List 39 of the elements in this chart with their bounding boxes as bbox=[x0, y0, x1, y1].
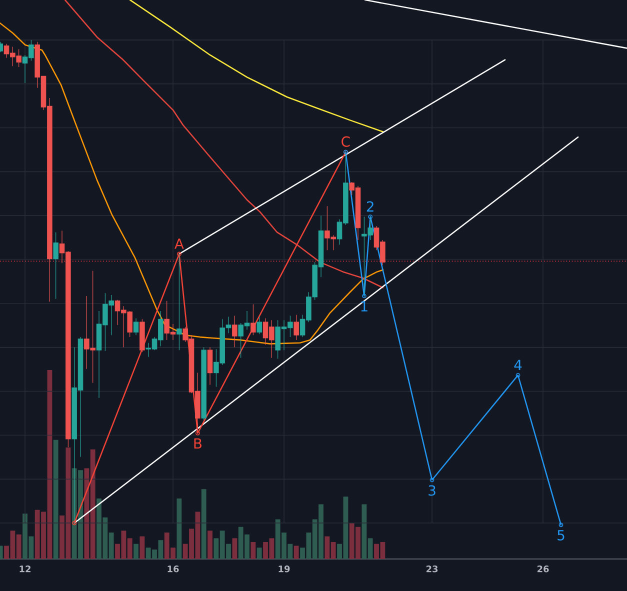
bar bbox=[256, 548, 262, 559]
x-tick-label: 12 bbox=[20, 566, 30, 572]
candlestick bbox=[53, 232, 58, 300]
candlestick bbox=[133, 318, 139, 336]
x-tick-label: 26 bbox=[537, 566, 549, 572]
x-tick-label: 19 bbox=[278, 566, 290, 572]
candlestick bbox=[176, 254, 182, 350]
bar bbox=[134, 544, 138, 559]
annotation: A bbox=[174, 238, 184, 249]
candlestick bbox=[232, 315, 238, 348]
bar bbox=[208, 530, 212, 559]
candlestick bbox=[201, 346, 206, 420]
candlestick bbox=[207, 346, 213, 386]
point bbox=[177, 252, 182, 256]
bar bbox=[294, 546, 299, 559]
annotation: 1 bbox=[361, 301, 368, 312]
annotation: 4 bbox=[514, 360, 522, 370]
candlestick bbox=[250, 304, 256, 336]
point bbox=[196, 430, 200, 436]
candlestick bbox=[140, 318, 145, 352]
x-tick-label: 16 bbox=[168, 566, 179, 572]
bar bbox=[140, 536, 145, 559]
bar bbox=[176, 498, 182, 559]
candlestick bbox=[256, 316, 262, 334]
point bbox=[362, 294, 366, 298]
bar bbox=[53, 440, 58, 559]
x-tick-label: 23 bbox=[426, 566, 438, 572]
point bbox=[516, 373, 520, 378]
bar bbox=[250, 542, 256, 559]
annotation: 2 bbox=[366, 201, 374, 212]
annotation: 3 bbox=[428, 485, 436, 496]
annotation: C bbox=[342, 136, 350, 147]
point bbox=[430, 478, 434, 482]
candlestick bbox=[294, 314, 299, 340]
annotation: B bbox=[194, 438, 202, 449]
point bbox=[368, 214, 373, 219]
bar bbox=[201, 489, 206, 559]
annotation: 5 bbox=[558, 530, 564, 540]
bar bbox=[232, 538, 238, 559]
